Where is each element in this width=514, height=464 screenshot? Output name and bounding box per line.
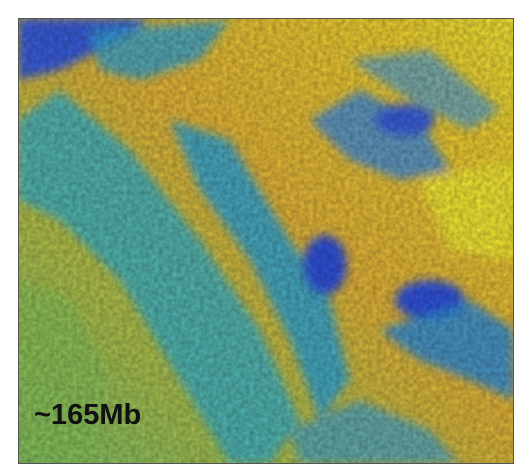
heatmap — [18, 18, 514, 464]
heatmap-view: ~165Mb — [0, 0, 514, 464]
heatmap-texture — [18, 18, 514, 464]
size-label: ~165Mb — [34, 399, 141, 431]
page: {"label": "~165Mb"} — [0, 0, 514, 464]
